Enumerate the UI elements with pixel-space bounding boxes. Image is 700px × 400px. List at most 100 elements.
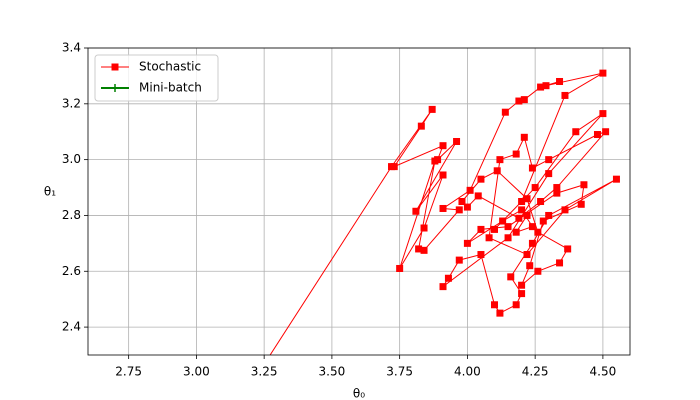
marker xyxy=(602,128,610,136)
marker xyxy=(463,203,471,211)
y-tick-label: 3.0 xyxy=(62,152,81,166)
legend-marker xyxy=(111,84,119,92)
marker xyxy=(545,170,553,178)
marker xyxy=(580,181,588,189)
x-tick-label: 3.50 xyxy=(319,365,346,379)
marker xyxy=(577,200,585,208)
marker xyxy=(528,164,536,172)
marker xyxy=(564,245,572,253)
marker xyxy=(431,157,439,165)
marker xyxy=(515,214,523,222)
marker xyxy=(453,137,461,145)
marker xyxy=(515,97,523,105)
marker xyxy=(485,234,493,242)
marker xyxy=(556,77,564,85)
x-tick-label: 3.00 xyxy=(183,365,210,379)
marker xyxy=(545,156,553,164)
marker xyxy=(439,283,447,291)
marker xyxy=(534,267,542,275)
legend-label: Stochastic xyxy=(139,60,201,74)
marker xyxy=(507,273,515,281)
marker xyxy=(504,234,512,242)
marker xyxy=(561,91,569,99)
marker xyxy=(463,239,471,247)
marker xyxy=(504,223,512,231)
marker xyxy=(561,206,569,214)
marker xyxy=(439,171,447,179)
marker xyxy=(466,186,474,194)
marker xyxy=(593,131,601,139)
x-tick-label: 2.75 xyxy=(115,365,142,379)
marker xyxy=(518,206,526,214)
x-axis-label: θ₀ xyxy=(353,387,365,400)
marker xyxy=(556,259,564,267)
plot-area xyxy=(269,69,620,355)
marker xyxy=(537,83,545,91)
marker xyxy=(455,206,463,214)
y-tick-label: 2.8 xyxy=(62,208,81,222)
marker xyxy=(477,225,485,233)
marker xyxy=(458,198,466,205)
y-tick-label: 2.4 xyxy=(62,320,81,334)
marker xyxy=(491,301,498,309)
marker xyxy=(477,251,485,259)
marker xyxy=(599,69,607,77)
marker xyxy=(523,195,531,203)
marker xyxy=(412,207,420,215)
marker xyxy=(420,224,428,232)
y-tick-label: 3.2 xyxy=(62,96,81,110)
marker xyxy=(520,96,528,104)
marker xyxy=(415,245,423,253)
marker xyxy=(553,184,561,192)
marker xyxy=(518,281,526,289)
marker xyxy=(390,163,398,171)
marker xyxy=(523,211,531,219)
marker xyxy=(528,223,536,231)
legend-label: Mini-batch xyxy=(139,81,202,95)
marker xyxy=(523,251,531,259)
marker xyxy=(499,217,507,225)
marker xyxy=(512,150,520,158)
marker xyxy=(439,204,447,212)
marker xyxy=(491,225,498,233)
marker xyxy=(572,128,580,136)
x-tick-label: 4.25 xyxy=(522,365,549,379)
x-tick-label: 4.00 xyxy=(454,365,481,379)
marker xyxy=(496,309,504,317)
marker xyxy=(599,110,607,118)
marker xyxy=(493,167,501,175)
y-tick-label: 2.6 xyxy=(62,264,81,278)
marker xyxy=(528,239,536,247)
x-tick-label: 4.50 xyxy=(590,365,617,379)
marker xyxy=(518,198,526,205)
marker xyxy=(542,82,550,90)
axes-frame xyxy=(87,47,631,356)
marker xyxy=(512,301,520,309)
marker xyxy=(612,175,620,183)
marker xyxy=(501,108,509,116)
marker xyxy=(553,189,561,197)
x-tick-label: 3.75 xyxy=(386,365,413,379)
marker xyxy=(545,211,553,219)
marker xyxy=(417,122,425,130)
legend-marker xyxy=(111,63,119,71)
y-tick-label: 3.4 xyxy=(62,41,81,55)
y-axis-label: θ₁ xyxy=(44,185,56,199)
marker xyxy=(526,262,534,270)
marker xyxy=(537,198,545,205)
marker xyxy=(439,142,447,150)
marker xyxy=(539,217,547,225)
marker xyxy=(520,133,528,141)
marker xyxy=(477,175,485,183)
marker xyxy=(518,290,526,298)
marker xyxy=(396,264,404,272)
marker xyxy=(496,156,504,164)
marker xyxy=(531,184,539,192)
marker xyxy=(512,228,520,236)
marker xyxy=(420,246,428,254)
x-tick-label: 3.25 xyxy=(251,365,278,379)
marker xyxy=(474,192,482,200)
marker xyxy=(534,228,542,236)
marker xyxy=(455,256,463,264)
